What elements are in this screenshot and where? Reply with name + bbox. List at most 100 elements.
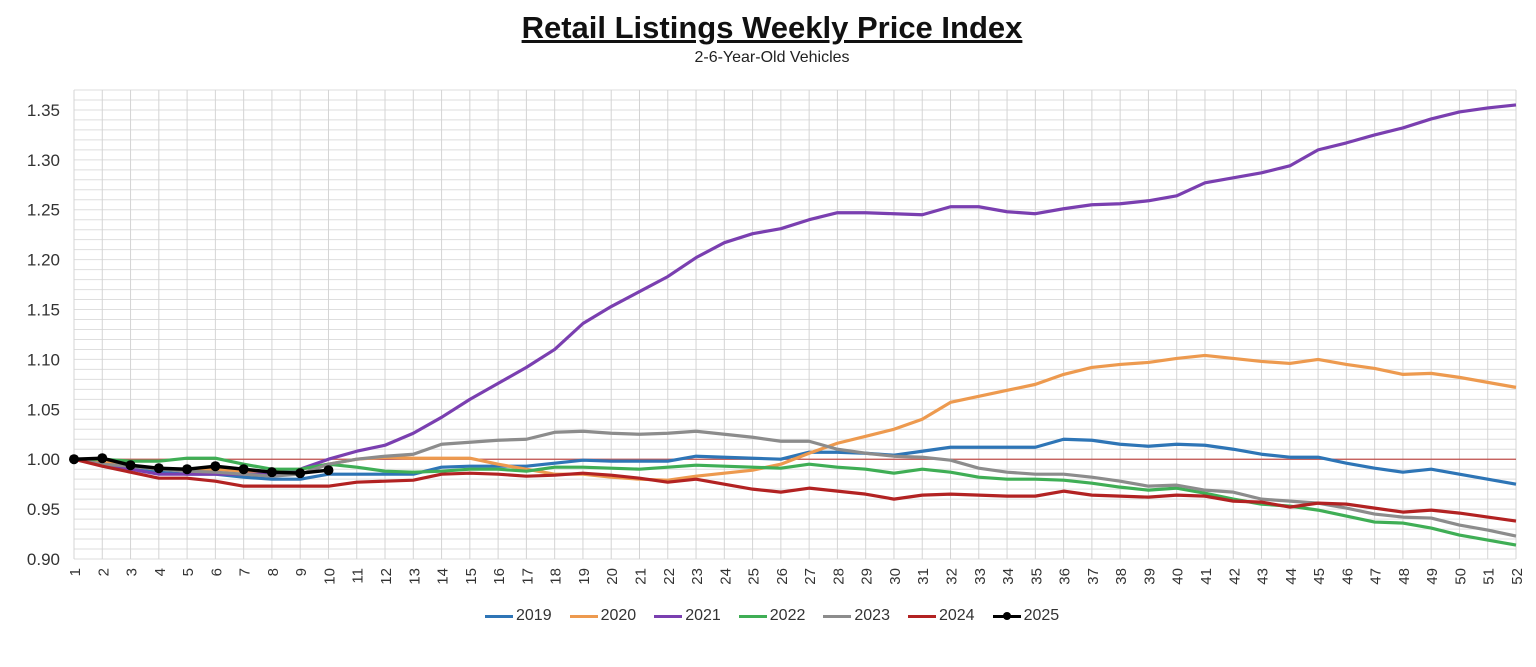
series-line-2025 [73,456,329,475]
x-tick-label: 43 [1255,568,1272,585]
legend-item-2020: 2020 [569,607,637,625]
legend-label: 2021 [685,607,721,624]
x-tick-label: 35 [1028,568,1045,585]
x-tick-label: 16 [491,568,508,585]
x-tick-label: 6 [208,568,225,576]
x-tick-label: 37 [1085,568,1102,585]
legend-swatch [823,614,852,618]
x-tick-label: 19 [576,568,593,585]
data-point-2025 [323,465,334,476]
legend-item-2024: 2024 [907,607,975,625]
x-tick-label: 44 [1283,568,1300,585]
legend-label: 2020 [600,607,637,624]
x-tick-label: 45 [1311,568,1328,585]
x-tick-label: 24 [717,568,734,585]
x-tick-label: 7 [237,568,254,576]
x-tick-label: 3 [124,568,141,576]
y-tick-label: 1.00 [27,450,60,469]
x-tick-label: 10 [321,568,338,585]
y-tick-label: 1.10 [27,350,60,369]
legend-item-2022: 2022 [738,607,806,625]
x-tick-label: 23 [689,568,706,585]
x-tick-label: 30 [887,568,904,585]
x-tick-label: 39 [1141,568,1158,585]
x-tick-label: 15 [463,568,480,585]
data-point-2025 [125,460,136,471]
x-tick-label: 33 [972,568,989,585]
x-tick-label: 14 [435,568,452,585]
x-tick-label: 17 [519,568,536,585]
legend-swatch [907,614,936,618]
chart-title: Retail Listings Weekly Price Index [521,10,1023,45]
x-tick-label: 12 [378,568,395,585]
x-tick-label: 2 [95,568,112,576]
legend-label: 2024 [938,607,975,624]
x-tick-label: 29 [859,568,876,585]
y-tick-label: 0.90 [27,550,60,569]
x-tick-label: 22 [661,568,678,585]
x-tick-label: 41 [1198,568,1215,585]
data-point-2025 [153,463,164,474]
x-tick-label: 4 [152,568,169,576]
legend-marker [1002,611,1011,620]
series-line-2024 [73,457,1517,523]
data-point-2025 [295,468,306,479]
series-line-2023 [73,429,1517,538]
x-tick-label: 1 [67,568,84,576]
legend-item-2019: 2019 [485,607,552,625]
x-tick-label: 27 [802,568,819,585]
legend-item-2021: 2021 [654,607,721,625]
x-tick-label: 13 [406,568,423,585]
x-tick-label: 25 [746,568,763,585]
x-tick-label: 50 [1452,568,1469,585]
legend-label: 2025 [1023,607,1060,624]
legend-item-2025: 2025 [992,607,1060,625]
data-point-2025 [97,453,108,464]
data-point-2025 [266,467,277,478]
y-tick-label: 1.15 [27,301,60,320]
legend-swatch [738,614,767,618]
data-point-2025 [69,454,79,465]
x-tick-label: 49 [1424,568,1441,585]
x-tick-label: 28 [830,568,847,585]
legend-swatch [992,611,1021,620]
x-tick-label: 34 [1000,568,1017,585]
x-tick-label: 51 [1481,568,1498,585]
x-tick-label: 47 [1368,568,1385,585]
legend-swatch [654,614,683,618]
x-tick-label: 26 [774,568,791,585]
x-tick-label: 20 [604,568,621,585]
series-line-2020 [73,353,1517,482]
data-point-2025 [210,461,221,472]
x-tick-label: 8 [265,568,282,576]
data-point-2025 [238,464,249,475]
y-tick-label: 0.95 [27,500,60,519]
x-tick-label: 32 [944,568,961,585]
series-line-2019 [73,437,1517,486]
y-tick-label: 1.35 [27,101,60,120]
y-tick-label: 1.30 [27,151,60,170]
legend-swatch [485,614,513,618]
x-tick-label: 42 [1226,568,1243,585]
legend: 2019 2020 2021 2022 2023 2024 2025 [485,607,1059,625]
legend-swatch [569,614,598,618]
legend-label: 2023 [854,607,890,624]
y-tick-label: 1.20 [27,251,60,270]
series-line-2021 [73,103,1517,476]
legend-label: 2022 [769,607,806,624]
x-tick-label: 9 [293,568,310,576]
x-tick-label: 18 [548,568,565,585]
x-tick-label: 5 [180,568,197,576]
chart-subtitle: 2-6-Year-Old Vehicles [694,49,850,66]
y-tick-label: 1.25 [27,201,60,220]
x-tick-label: 11 [350,568,367,584]
y-tick-label: 1.05 [27,400,60,419]
x-tick-label: 31 [915,568,932,585]
data-point-2025 [182,464,193,475]
x-tick-label: 21 [632,568,649,585]
legend-item-2023: 2023 [823,607,890,625]
legend-label: 2019 [516,607,552,624]
x-tick-label: 46 [1339,568,1356,585]
x-tick-label: 38 [1113,568,1130,585]
